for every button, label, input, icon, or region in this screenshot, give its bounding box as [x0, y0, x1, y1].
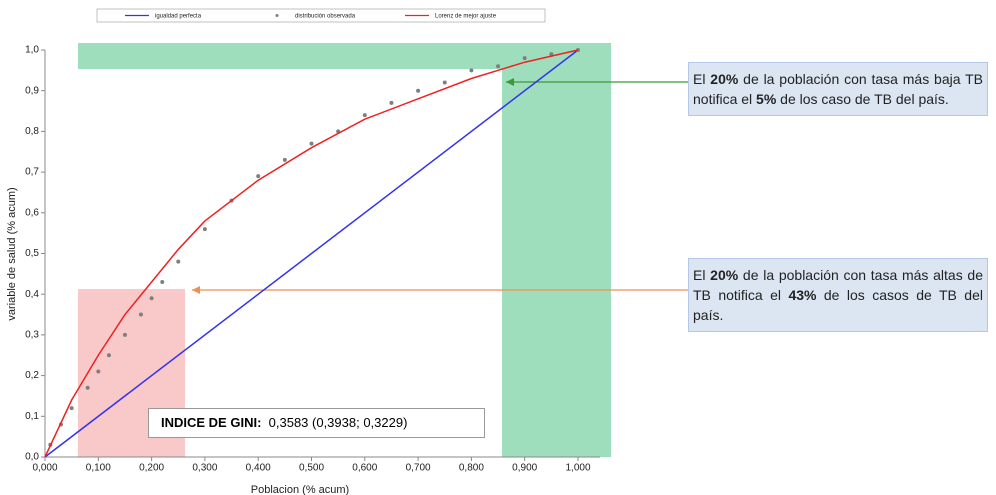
annotation-text: 5% [756, 91, 777, 107]
x-tick-label: 0,900 [512, 463, 537, 474]
data-point [85, 385, 90, 390]
x-tick-label: 0,700 [406, 463, 431, 474]
gini-label: INDICE DE GINI: [161, 415, 262, 430]
data-point [496, 64, 501, 69]
gini-box: INDICE DE GINI: 0,3583 (0,3938; 0,3229) [148, 408, 485, 438]
x-tick-label: 0,100 [86, 463, 111, 474]
legend-label: distribución observada [295, 14, 356, 20]
annotation-text: 20% [710, 267, 739, 283]
y-tick-label: 1,0 [25, 45, 39, 56]
data-point [160, 279, 165, 284]
data-point [549, 52, 554, 57]
data-point [362, 113, 367, 118]
x-tick-label: 0,400 [246, 463, 271, 474]
y-tick-label: 0,8 [25, 126, 39, 137]
annotation-text: 20% [710, 71, 739, 87]
series-line [44, 49, 579, 458]
highlight-top [78, 43, 611, 69]
y-tick-label: 0,7 [25, 167, 39, 178]
legend-marker [275, 14, 279, 17]
data-point [416, 88, 421, 93]
arrowhead [192, 286, 200, 294]
annotation-text: de la población con tasa más altas de TB… [693, 267, 983, 303]
annotation-text: de los caso de TB del país. [776, 91, 949, 107]
arrowhead [506, 78, 514, 86]
y-tick-label: 0,5 [25, 248, 39, 259]
annotation-text: de los casos de TB del país. [693, 287, 983, 323]
data-point [389, 100, 394, 105]
x-tick-label: 0,200 [139, 463, 164, 474]
y-tick-label: 0,9 [25, 85, 39, 96]
annotation: El 20% de la población con tasa más alta… [688, 258, 988, 332]
series-line [44, 49, 579, 458]
legend-label: igualdad perfecta [155, 14, 202, 20]
y-tick-label: 0,4 [25, 289, 39, 300]
data-point [282, 157, 287, 162]
x-tick-label: 1,000 [565, 463, 590, 474]
y-axis-label: variable de salud (% acum) [6, 187, 18, 320]
annotation-text: de la población con tasa más baja TB not… [693, 71, 983, 107]
legend-label: Lorenz de mejor ajuste [435, 14, 497, 20]
y-tick-label: 0,6 [25, 207, 39, 218]
data-point [202, 227, 207, 232]
gini-value: 0,3583 (0,3938; 0,3229) [268, 415, 408, 430]
data-point [96, 369, 101, 374]
data-point [256, 174, 261, 179]
annotation-text: 43% [788, 287, 817, 303]
x-tick-label: 0,300 [192, 463, 217, 474]
y-tick-label: 0,0 [25, 452, 39, 463]
data-point [122, 332, 127, 337]
x-tick-label: 0,600 [352, 463, 377, 474]
data-point [69, 406, 74, 411]
x-tick-label: 0,500 [299, 463, 324, 474]
data-point [442, 80, 447, 85]
annotation: El 20% de la población con tasa más baja… [688, 62, 988, 116]
x-tick-label: 0,800 [459, 463, 484, 474]
data-point [469, 68, 474, 73]
legend [96, 8, 546, 23]
data-point [149, 296, 154, 301]
data-point [309, 141, 314, 146]
annotation-text: El [693, 267, 711, 283]
y-tick-label: 0,1 [25, 411, 39, 422]
y-tick-label: 0,3 [25, 330, 39, 341]
data-point [106, 353, 111, 358]
annotation-text: El [693, 71, 711, 87]
data-point [522, 56, 527, 61]
highlight-right [502, 69, 611, 457]
x-axis-label: Poblacion (% acum) [251, 484, 349, 495]
data-point [138, 312, 143, 317]
y-tick-label: 0,2 [25, 370, 39, 381]
data-point [176, 259, 181, 264]
x-tick-label: 0,000 [32, 463, 57, 474]
